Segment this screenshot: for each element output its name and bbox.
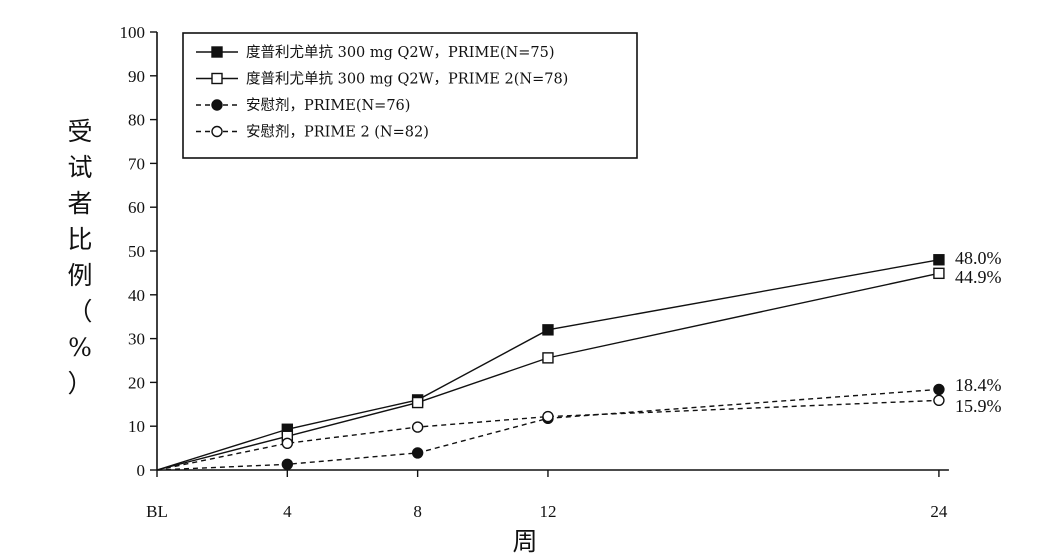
data-point-marker xyxy=(542,324,554,336)
x-tick-label: 24 xyxy=(930,502,948,521)
data-point-marker xyxy=(542,352,554,364)
legend-entry-label: 安慰剂，PRIME(N=76) xyxy=(246,97,410,114)
x-tick-label: 12 xyxy=(539,502,556,521)
legend-entry-label: 安慰剂，PRIME 2 (N=82) xyxy=(246,124,429,141)
legend-entry-label: 度普利尤单抗 300 mg Q2W，PRIME(N=75) xyxy=(246,44,555,61)
y-tick-label: 0 xyxy=(137,461,146,480)
y-tick-label: 30 xyxy=(128,330,145,349)
y-tick-label: 90 xyxy=(128,67,145,86)
data-point-marker xyxy=(933,394,945,407)
y-tick-label: 80 xyxy=(128,111,145,130)
end-value-label: 48.0% xyxy=(955,248,1002,268)
series-line-1 xyxy=(156,259,940,471)
legend-swatch-marker xyxy=(211,46,223,58)
y-tick-label: 100 xyxy=(120,23,146,42)
legend-swatch-marker xyxy=(211,99,223,111)
end-value-label: 44.9% xyxy=(955,267,1002,287)
series-line-3 xyxy=(156,388,939,471)
y-axis-label: 受试者比例（%） xyxy=(67,117,92,398)
data-point-marker xyxy=(933,267,945,280)
series-line-4 xyxy=(156,399,939,471)
x-tick-label: 8 xyxy=(413,502,422,521)
y-tick-label: 10 xyxy=(128,417,145,436)
data-point-marker xyxy=(411,447,424,459)
x-tick-label: 4 xyxy=(283,502,292,521)
data-point-marker xyxy=(281,458,294,471)
y-tick-label: 40 xyxy=(128,286,145,305)
y-tick-label: 50 xyxy=(128,242,145,261)
data-point-marker xyxy=(933,383,945,396)
legend-swatch-marker xyxy=(211,125,223,138)
legend-box xyxy=(182,32,638,159)
legend-swatch-marker xyxy=(211,72,223,85)
y-tick-label: 60 xyxy=(128,198,145,217)
data-point-marker xyxy=(411,421,424,433)
data-point-marker xyxy=(933,254,945,266)
series-line-2 xyxy=(156,272,940,471)
data-point-marker xyxy=(281,437,294,449)
y-tick-label: 70 xyxy=(128,154,145,173)
data-point-marker xyxy=(542,410,554,423)
y-tick-label: 20 xyxy=(128,373,145,392)
end-value-label: 15.9% xyxy=(955,396,1002,416)
data-point-marker xyxy=(411,396,424,409)
x-tick-label: BL xyxy=(146,502,168,521)
legend-entry-label: 度普利尤单抗 300 mg Q2W，PRIME 2(N=78) xyxy=(246,71,568,88)
x-axis-label: 周 xyxy=(512,527,537,556)
end-value-label: 18.4% xyxy=(955,375,1002,395)
